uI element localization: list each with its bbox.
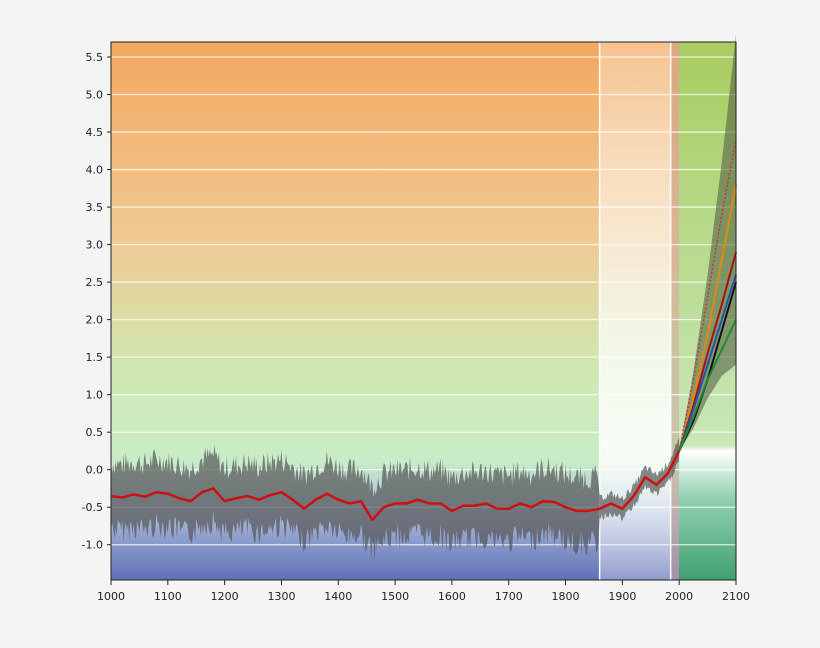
- plot-frame: [110, 41, 737, 581]
- x-tick-label: 1800: [552, 590, 580, 603]
- scenario-line-6: [678, 319, 737, 452]
- x-tick-label: 2100: [722, 590, 750, 603]
- y-tick-label: 3.5: [86, 201, 104, 214]
- y-tick-label: 2.5: [86, 276, 104, 289]
- x-tick-label: 2000: [665, 590, 693, 603]
- x-tick-label: 1400: [324, 590, 352, 603]
- axes: -1.0 -0.5 0.0 0.5 1.0 1.5 2.0 2.5 3.0 3.5 4.0 4.5 5.…: [82, 41, 750, 603]
- recent-period-band: [670, 42, 680, 580]
- reconstruction-line: [110, 450, 681, 522]
- y-tick-label: 0.0: [86, 464, 104, 477]
- plot-area: [110, 34, 737, 580]
- x-tick-label: 1500: [381, 590, 409, 603]
- x-tick-label: 1900: [608, 590, 636, 603]
- y-tick-label: 4.0: [86, 164, 104, 177]
- reconstruction-uncertainty: [111, 437, 680, 563]
- x-tick-label: 1700: [495, 590, 523, 603]
- projection-envelope: [679, 34, 736, 451]
- x-tick-label: 1100: [154, 590, 182, 603]
- y-tick-label: 0.5: [86, 426, 104, 439]
- y-tick-label: 1.0: [86, 389, 104, 402]
- y-tick-label: 1.5: [86, 351, 104, 364]
- x-tick-label: 1600: [438, 590, 466, 603]
- x-tick-label: 1200: [211, 590, 239, 603]
- y-tick-label: 3.0: [86, 239, 104, 252]
- y-tick-label: 5.0: [86, 89, 104, 102]
- y-tick-label: -1.0: [82, 539, 103, 552]
- y-tick-label: -0.5: [82, 501, 103, 514]
- y-tick-label: 5.5: [86, 51, 104, 64]
- y-tick-label: 2.0: [86, 314, 104, 327]
- scenario-line-2: [678, 184, 737, 452]
- scenario-line-1: [678, 139, 737, 452]
- x-tick-label: 1000: [97, 590, 125, 603]
- y-tick-label: 4.5: [86, 126, 104, 139]
- x-tick-label: 1300: [267, 590, 295, 603]
- scenario-line-4: [678, 274, 737, 452]
